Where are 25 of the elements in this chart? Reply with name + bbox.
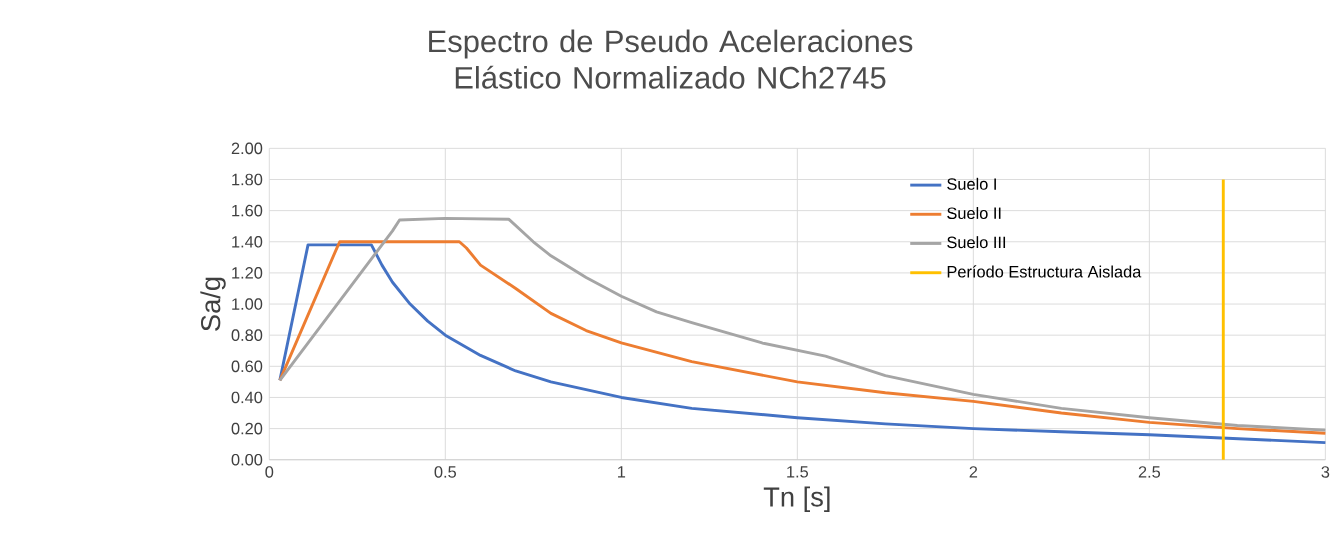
x-tick-label: 0	[265, 466, 274, 478]
y-tick-label: 0.40	[231, 391, 263, 404]
y-tick-label: 0.20	[231, 422, 263, 435]
y-tick-label: 1.40	[232, 236, 263, 248]
x-tick-label: 3	[1321, 466, 1330, 478]
x-tick-label: 2.5	[1138, 466, 1161, 478]
x-tick-label: 2	[969, 466, 978, 478]
legend-label: Período Estructura Aislada	[947, 265, 1142, 278]
legend-label: Suelo II	[947, 207, 1001, 220]
y-tick-label: 0.80	[231, 329, 263, 342]
y-tick-label: 1.60	[232, 204, 263, 217]
y-tick-label: 2.00	[231, 142, 263, 155]
y-tick-label: 0.00	[231, 454, 263, 466]
x-tick-label: 0.5	[434, 466, 457, 478]
y-tick-label: 1.00	[232, 298, 263, 310]
legend-label: Suelo III	[947, 236, 1006, 249]
x-tick-label: 1	[618, 466, 626, 478]
y-tick-label: 0.60	[231, 360, 263, 373]
y-axis-title: Sa/g	[200, 277, 226, 331]
y-tick-label: 1.80	[232, 173, 263, 186]
y-tick-label: 1.20	[232, 267, 263, 279]
legend-label: Suelo I	[947, 177, 996, 190]
x-axis-title: Tn [s]	[763, 486, 830, 513]
chart-title: Espectro de Pseudo Aceleraciones Elástico Normalizado NCh2745	[429, 29, 913, 89]
x-tick-label: 1.5	[787, 466, 809, 478]
